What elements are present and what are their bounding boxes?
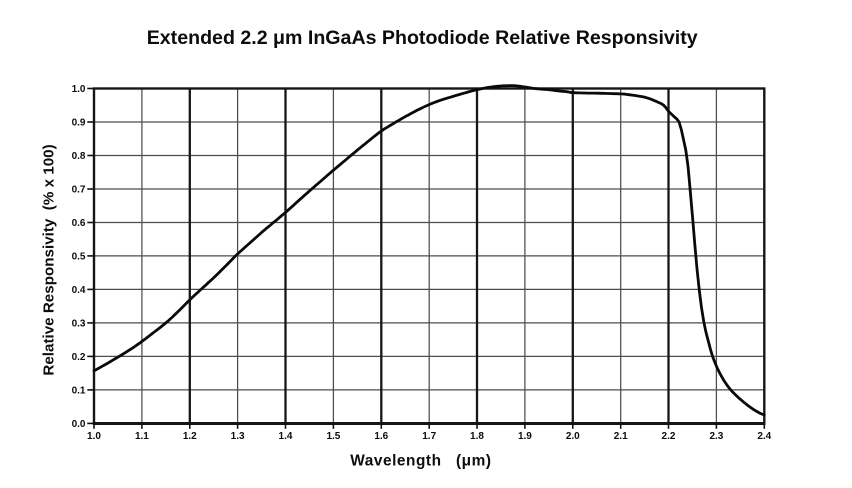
svg-text:0.2: 0.2 (72, 352, 86, 363)
svg-text:2.2: 2.2 (662, 431, 676, 442)
svg-text:0.3: 0.3 (72, 319, 86, 330)
svg-text:1.7: 1.7 (422, 431, 436, 442)
svg-text:0.0: 0.0 (72, 419, 86, 430)
svg-text:2.0: 2.0 (566, 431, 580, 442)
svg-text:1.3: 1.3 (231, 431, 245, 442)
svg-text:1.6: 1.6 (374, 431, 388, 442)
svg-text:0.4: 0.4 (72, 285, 86, 296)
svg-text:Relative Responsivity (% x 10: Relative Responsivity (% x 100) (41, 144, 58, 375)
svg-text:0.6: 0.6 (72, 218, 86, 229)
svg-text:Wavelength (μm): Wavelength (μm) (350, 453, 491, 470)
svg-text:1.2: 1.2 (183, 431, 197, 442)
svg-text:2.3: 2.3 (709, 431, 723, 442)
svg-text:0.1: 0.1 (72, 386, 86, 397)
svg-text:1.0: 1.0 (87, 431, 101, 442)
svg-text:1.5: 1.5 (326, 431, 340, 442)
svg-text:0.5: 0.5 (72, 252, 86, 263)
svg-text:1.1: 1.1 (135, 431, 149, 442)
svg-text:2.1: 2.1 (614, 431, 628, 442)
svg-text:1.4: 1.4 (279, 431, 293, 442)
svg-text:0.9: 0.9 (72, 118, 86, 129)
svg-text:1.8: 1.8 (470, 431, 484, 442)
svg-text:0.8: 0.8 (72, 151, 86, 162)
svg-text:0.7: 0.7 (72, 185, 86, 196)
svg-text:Extended 2.2 μm InGaAs Photodi: Extended 2.2 μm InGaAs Photodiode Relati… (147, 27, 698, 49)
svg-text:1.9: 1.9 (518, 431, 532, 442)
svg-text:2.4: 2.4 (757, 431, 771, 442)
svg-text:1.0: 1.0 (72, 84, 86, 95)
